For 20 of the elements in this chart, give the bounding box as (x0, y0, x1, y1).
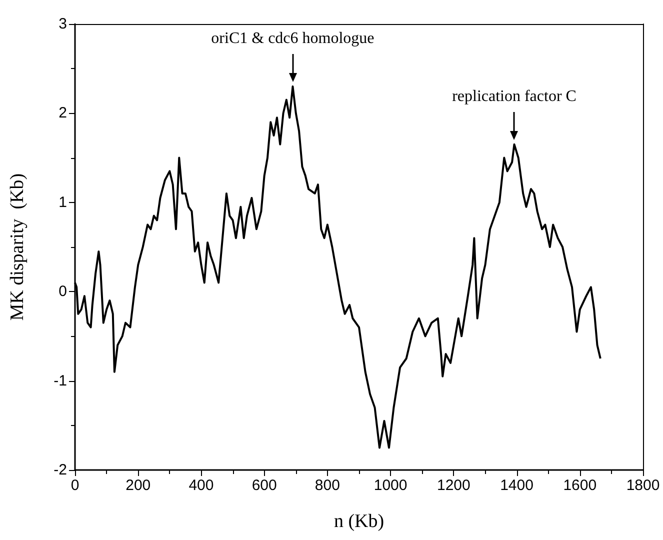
x-axis-title: n (Kb) (334, 511, 384, 532)
y-tick-label: -2 (54, 462, 67, 478)
y-tick-label: -1 (54, 372, 67, 390)
x-tick-label: 1200 (436, 477, 470, 494)
x-tick-label: 0 (70, 477, 80, 494)
x-tick-label: 400 (188, 477, 214, 494)
y-tick-label: 2 (58, 104, 67, 122)
y-tick-label: 3 (58, 16, 67, 32)
x-tick-label: 1800 (626, 477, 660, 494)
x-tick-label: 200 (126, 477, 151, 494)
annotation: replication factor C (452, 88, 576, 105)
y-tick-label: 1 (58, 194, 67, 211)
x-tick-label: 1400 (500, 477, 534, 494)
x-tick-label: 1600 (563, 477, 597, 494)
annotation: oriC1 & cdc6 homologue (211, 30, 374, 47)
x-tick-label: 600 (252, 477, 277, 494)
x-tick-label: 1000 (374, 477, 408, 494)
x-tick-label: 800 (314, 477, 340, 494)
y-tick-label: 0 (58, 283, 67, 300)
y-axis-title: MK disparity (Kb) (7, 173, 28, 321)
